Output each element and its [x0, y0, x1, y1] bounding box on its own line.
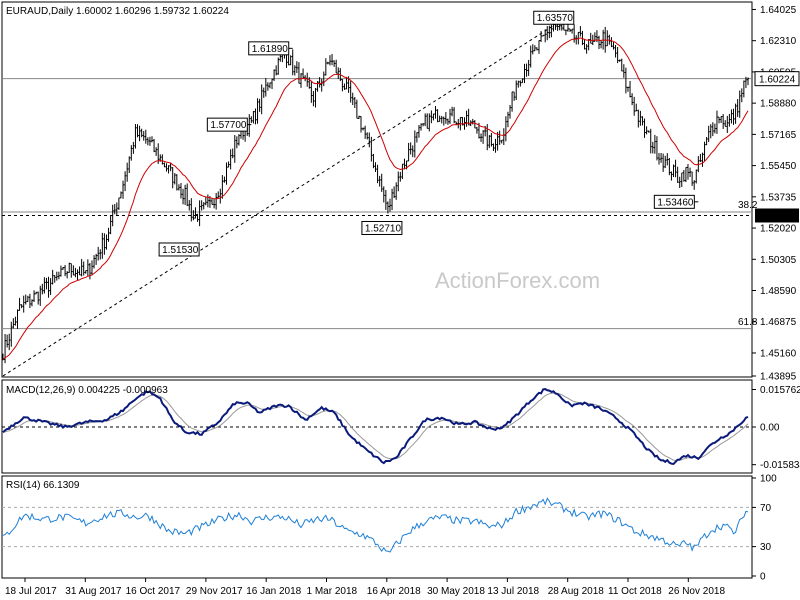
macd-label: MACD(12,26,9) 0.004225 -0.000963 [6, 385, 168, 396]
macd-tick-label: 0.00 [760, 423, 780, 434]
price-tick-label: 1.46875 [760, 317, 797, 328]
price-tick-label: 1.62310 [760, 36, 797, 47]
price-levels: 38.2 61.8 [2, 78, 758, 330]
annotation-box [206, 117, 248, 132]
x-tick-label: 13 Jul 2018 [487, 586, 539, 597]
trendline [2, 17, 567, 377]
rsi-label: RSI(14) 66.1309 [6, 480, 80, 491]
fib-label: 61.8 [738, 317, 758, 328]
annotation-box [158, 242, 200, 257]
x-tick-label: 26 Nov 2018 [668, 586, 725, 597]
rsi-tick-label: 70 [760, 503, 772, 514]
x-axis: 18 Jul 2017 31 Aug 2017 16 Oct 2017 29 Nov … [5, 578, 725, 597]
price-tick-label: 1.50305 [760, 255, 797, 266]
macd-layer: 0.015762 0.00 -0.015834 [2, 385, 800, 471]
x-tick-label: 16 Jan 2018 [246, 586, 301, 597]
annotation-box [533, 10, 575, 25]
moving-average-line [2, 37, 749, 360]
symbol-header: EURAUD,Daily 1.60002 1.60296 1.59732 1.6… [6, 6, 229, 17]
x-tick-label: 16 Apr 2018 [367, 586, 421, 597]
price-tick-label: 1.55450 [760, 161, 797, 172]
fib-label: 38.2 [738, 200, 758, 211]
x-tick-label: 29 Nov 2017 [186, 586, 243, 597]
x-tick-label: 31 Aug 2017 [65, 586, 122, 597]
price-candles [2, 20, 749, 364]
macd-tick-label: 0.015762 [760, 385, 800, 396]
x-tick-label: 1 Mar 2018 [307, 586, 358, 597]
macd-signal-line [2, 392, 749, 461]
price-tick-label: 1.48590 [760, 286, 797, 297]
price-tick-label: 1.52020 [760, 224, 797, 235]
annotation-label: 1.61890 [252, 44, 289, 55]
price-tick-label: 1.64025 [760, 5, 797, 16]
annotation-label: 1.52710 [365, 223, 402, 234]
rsi-tick-label: 0 [760, 572, 766, 583]
annotation-box [361, 220, 403, 235]
rsi-tick-label: 100 [760, 474, 777, 485]
x-tick-label: 16 Oct 2017 [126, 586, 181, 597]
annotation-label: 1.63570 [537, 13, 574, 24]
current-price-label: 1.60224 [759, 75, 796, 86]
annotation-box [653, 194, 695, 209]
trendline-layer [2, 17, 567, 377]
x-tick-label: 11 Oct 2018 [608, 586, 662, 597]
rsi-tick-label: 30 [760, 542, 772, 553]
x-tick-label: 18 Jul 2017 [5, 586, 57, 597]
x-tick-label: 28 Aug 2018 [548, 586, 605, 597]
macd-line [2, 388, 749, 465]
x-tick-label: 30 May 2018 [427, 586, 485, 597]
annotation-label: 1.51530 [162, 245, 199, 256]
price-annotations: 1.57700 1.51530 1.61890 1.52710 1.63570 1.534… [158, 10, 699, 257]
price-tick-label: 1.53735 [760, 192, 797, 203]
annotation-box [248, 41, 290, 56]
price-panel-frame [1, 1, 753, 378]
rsi-panel-frame [1, 475, 753, 579]
support-price-box [755, 208, 799, 223]
price-tick-label: 1.45160 [760, 348, 797, 359]
macd-tick-label: -0.015834 [760, 460, 800, 471]
price-axis: 1.640251.623101.605951.588801.571651.554… [752, 5, 800, 383]
annotation-label: 1.53460 [657, 197, 694, 208]
rsi-line [2, 497, 749, 553]
rsi-layer: 100 70 30 0 [2, 474, 777, 583]
annotation-label: 1.57700 [210, 120, 247, 131]
price-tick-label: 1.43895 [760, 372, 797, 383]
support-price-label: 1.52710 [759, 211, 796, 222]
price-tick-label: 1.57165 [760, 130, 797, 141]
watermark: ActionForex.com [435, 268, 600, 293]
price-tick-label: 1.58880 [760, 99, 797, 110]
current-price-box [754, 71, 800, 87]
